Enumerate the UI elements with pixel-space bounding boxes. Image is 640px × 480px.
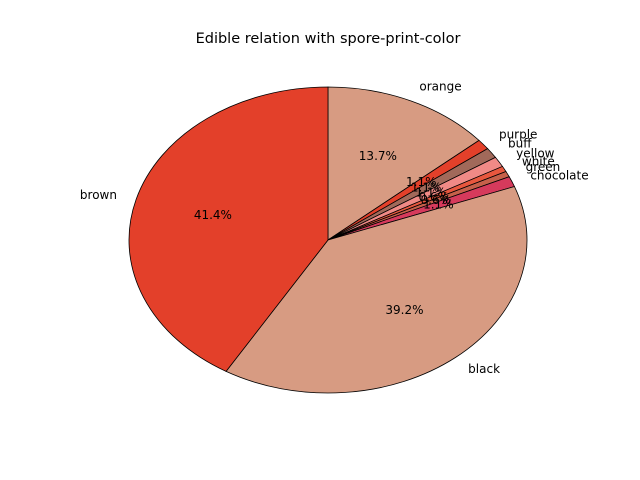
slice-label-purple: purple (499, 127, 537, 141)
pie-slice-black (225, 186, 528, 394)
slice-percent-purple: 1.1% (406, 175, 437, 189)
slice-percent-green: 0.6% (421, 193, 452, 207)
slice-label-yellow: yellow (516, 147, 554, 161)
pie-slice-orange (327, 86, 480, 241)
percentage-labels: 13.7%1.1%1.1%1.1%0.6%0.6%1.1%39.2%41.4% (194, 149, 454, 317)
slice-percent-white: 0.6% (419, 190, 450, 204)
slice-percent-chocolate: 1.1% (423, 197, 454, 211)
slice-labels: orange purplebuffyellowwhitegreenchocolat… (80, 80, 589, 376)
pie-slices (128, 86, 528, 394)
pie-slice-brown (128, 86, 329, 372)
slice-percent-yellow: 1.1% (415, 186, 446, 200)
slice-label-chocolate: chocolate (530, 168, 588, 182)
slice-label-black: black (468, 362, 500, 376)
slice-percent-orange: 13.7% (359, 149, 397, 163)
slice-label-orange: orange (419, 80, 461, 94)
slice-label-white: white (522, 154, 555, 168)
slice-label-buff: buff (508, 137, 532, 151)
slice-label-brown: brown (80, 188, 117, 202)
slice-percent-brown: 41.4% (194, 208, 232, 222)
chart-title: Edible relation with spore-print-color (196, 31, 461, 47)
slice-percent-buff: 1.1% (411, 180, 442, 194)
slice-label-green: green (526, 160, 561, 174)
slice-percent-black: 39.2% (385, 303, 423, 317)
